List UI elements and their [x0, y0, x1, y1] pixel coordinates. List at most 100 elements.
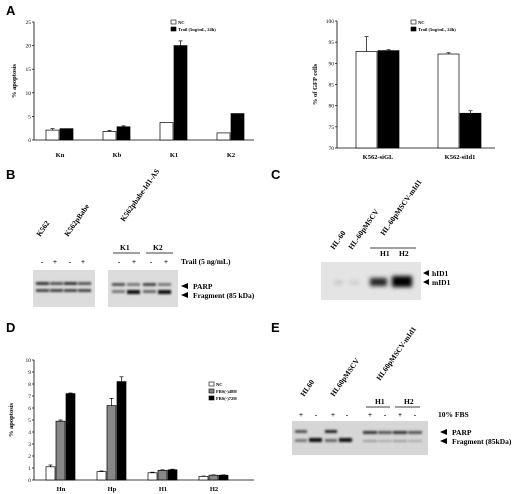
- y-tick-label: 9: [28, 370, 31, 376]
- blot-e-sign: +: [299, 410, 303, 419]
- blot-b-sign: +: [132, 257, 136, 266]
- category-label: K562-siId1: [445, 154, 476, 161]
- bar: [208, 474, 219, 481]
- bar: [437, 53, 460, 149]
- blot-e-sign: -: [315, 410, 318, 419]
- y-axis-label: % apoptosis: [11, 63, 18, 98]
- bar: [106, 405, 117, 481]
- blot-c-label-hid1: hID1: [432, 269, 449, 278]
- bar: [116, 126, 131, 141]
- blot-b-bands: [36, 282, 171, 294]
- legend-swatch: [208, 395, 215, 401]
- category-label: K562-siGL: [363, 154, 394, 161]
- category-label: K1: [170, 152, 178, 159]
- panel-letter-c: C: [271, 167, 281, 182]
- bar: [96, 471, 107, 481]
- legend-entry: NC: [178, 20, 185, 25]
- y-axis-label: % of GFP cells: [312, 63, 319, 105]
- legend-entry: FBS(-)48H: [216, 389, 237, 394]
- y-tick-label: 80: [329, 104, 335, 110]
- bar: [45, 129, 60, 141]
- bar: [459, 112, 482, 149]
- bar: [102, 131, 117, 141]
- category-label: Hp: [108, 486, 117, 493]
- bar: [230, 113, 245, 141]
- blot-b-clone-k2: K2: [153, 243, 163, 252]
- bar: [198, 476, 209, 481]
- y-tick-label: 1: [28, 466, 31, 472]
- blot-e-signs: + - + - + - + -: [299, 410, 417, 419]
- legend-swatch: [170, 19, 177, 25]
- blot-c-bands: [334, 276, 412, 287]
- blot-e-treatment: 10% FBS: [438, 410, 469, 419]
- blot-b-sign: -: [150, 257, 153, 266]
- blot-b-membrane-left: [33, 270, 95, 307]
- bar: [55, 420, 66, 481]
- legend-entry: NC: [418, 20, 425, 25]
- y-tick-label: 5: [28, 114, 31, 120]
- legend-entry: FBS(-)72H: [216, 396, 237, 401]
- blot-e-lane-label-mid1: HL60pMSCV-mId1: [374, 325, 418, 382]
- blot-b-sign: -: [69, 257, 72, 266]
- y-tick-label: 5: [28, 418, 31, 424]
- legend-swatch: [410, 26, 417, 32]
- blot-c-arrow-mid1: [423, 279, 429, 285]
- bar: [147, 472, 158, 481]
- blot-b-label-fragment: Fragment (85 kDa): [193, 291, 255, 300]
- y-tick-label: 25: [26, 20, 32, 26]
- bar: [355, 51, 378, 149]
- y-tick-label: 10: [26, 91, 32, 97]
- bar: [59, 128, 74, 141]
- blot-e-lane-label-hl60: HL60: [298, 378, 316, 398]
- bar: [173, 45, 188, 141]
- blot-b-arrow-fragment: [181, 292, 188, 298]
- legend-entry: Trail (5ng/mL, 24h): [418, 27, 456, 32]
- bar: [216, 132, 231, 141]
- bar: [65, 393, 76, 481]
- y-tick-label: 10: [26, 358, 32, 364]
- blot-c-lane-label-mid1: HL-60pMSCV-mId1: [378, 178, 423, 238]
- blot-b-sign: +: [81, 257, 85, 266]
- blot-c: HL-60 HL-60pMSCV HL-60pMSCV-mId1 H1 H2 h…: [321, 178, 451, 300]
- blot-e-sign: +: [368, 410, 372, 419]
- y-tick-label: 70: [329, 146, 335, 152]
- blot-e-lane-label-hl60pmscv: HL60pMSCV: [328, 356, 361, 398]
- blot-b-signs: - + - + - + - +: [41, 257, 168, 266]
- y-tick-label: 0: [28, 138, 31, 144]
- category-label: H1: [159, 486, 167, 493]
- y-tick-label: 95: [329, 40, 335, 46]
- legend-swatch: [410, 19, 417, 25]
- y-tick-label: 75: [329, 125, 335, 131]
- y-tick-label: 90: [329, 61, 335, 67]
- category-label: K2: [227, 152, 235, 159]
- blot-e-bands: [295, 430, 422, 442]
- blot-b-sign: +: [164, 257, 168, 266]
- y-axis-label: % apoptosis: [8, 402, 15, 437]
- blot-c-arrow-hid1: [423, 270, 429, 276]
- blot-b-membrane-right: [108, 270, 178, 307]
- blot-c-clone-h2: H2: [399, 249, 409, 258]
- blot-e-sign: -: [346, 410, 349, 419]
- bar: [45, 466, 56, 481]
- blot-b-sign: -: [41, 257, 44, 266]
- legend-entry: Trail (5ng/mL, 24h): [178, 27, 216, 32]
- y-tick-label: 15: [26, 67, 32, 73]
- blot-e-sign: +: [331, 410, 335, 419]
- blot-c-label-mid1: mID1: [432, 278, 451, 287]
- blot-e-arrow-fragment: [440, 438, 447, 444]
- y-tick-label: 4: [28, 430, 31, 436]
- blot-c-lane-label-hl60pmscv: HL-60pMSCV: [346, 207, 381, 251]
- blot-b-arrow-parp: [181, 283, 188, 289]
- blot-e-arrow-parp: [440, 429, 447, 435]
- panel-letter-a: A: [6, 3, 16, 18]
- legend-swatch: [170, 26, 177, 32]
- y-tick-label: 2: [28, 454, 31, 460]
- y-tick-label: 100: [326, 19, 335, 25]
- blot-b-sign: +: [53, 257, 57, 266]
- blot-e-sign: +: [398, 410, 402, 419]
- blot-b-sign: -: [118, 257, 121, 266]
- blot-b-lane-label-k562: K562: [34, 219, 51, 238]
- blot-b-label-parp: PARP: [193, 282, 213, 291]
